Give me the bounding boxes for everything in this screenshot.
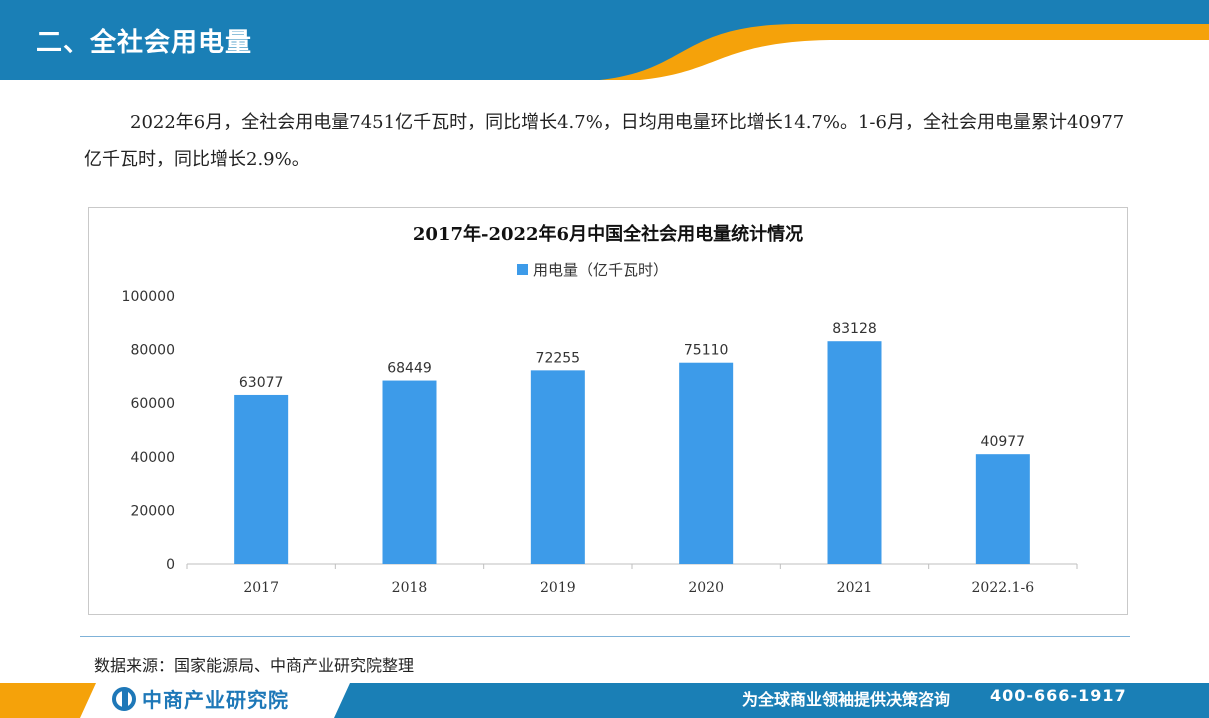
bar-chart-plot: 0 20000 40000 60000 80000 100000 63077 2017 6844…	[122, 289, 1078, 596]
bar	[234, 394, 289, 564]
y-tick-label: 40000	[130, 450, 175, 466]
data-label: 68449	[387, 361, 432, 377]
page-title: 二、全社会用电量	[36, 28, 253, 58]
data-label: 83128	[832, 321, 877, 337]
bar	[679, 362, 734, 564]
bar	[382, 380, 437, 564]
bar	[827, 341, 882, 564]
header-banner: 二、全社会用电量	[0, 0, 1209, 80]
header-background	[0, 0, 1209, 80]
logo-icon	[112, 686, 136, 711]
bar	[530, 370, 585, 564]
intro-paragraph: 2022年6月，全社会用电量7451亿千瓦时，同比增长4.7%，日均用电量环比增…	[84, 112, 1125, 170]
footer-phone: 400-666-1917	[990, 686, 1127, 705]
y-tick-label: 20000	[130, 503, 175, 519]
data-label: 63077	[239, 375, 284, 391]
legend-label: 用电量（亿千瓦时）	[533, 261, 669, 279]
logo-text: 中商产业研究院	[142, 688, 289, 712]
y-tick-label: 0	[166, 557, 175, 573]
data-label: 75110	[684, 343, 729, 359]
data-label: 40977	[981, 434, 1026, 450]
x-tick-label: 2021	[837, 580, 873, 596]
company-logo: 中商产业研究院	[112, 684, 289, 713]
y-tick-label: 80000	[130, 343, 175, 359]
x-tick-label: 2018	[392, 580, 428, 596]
chart-title: 2017年-2022年6月中国全社会用电量统计情况	[412, 224, 804, 245]
footer-bar	[0, 683, 1209, 718]
footer-slogan: 为全球商业领袖提供决策咨询	[742, 690, 951, 709]
x-tick-label: 2017	[243, 580, 279, 596]
chart-container: 2017年-2022年6月中国全社会用电量统计情况 用电量（亿千瓦时） 0 200…	[88, 207, 1128, 615]
bar	[975, 454, 1030, 564]
y-tick-label: 100000	[122, 289, 175, 305]
divider-line	[80, 636, 1130, 637]
legend-swatch	[517, 264, 528, 275]
data-label: 72255	[536, 350, 581, 366]
x-tick-label: 2019	[540, 580, 576, 596]
chart-legend: 用电量（亿千瓦时）	[517, 259, 668, 280]
y-tick-label: 60000	[130, 396, 175, 412]
footer-background	[0, 683, 1209, 718]
data-source-note: 数据来源：国家能源局、中商产业研究院整理	[94, 656, 415, 675]
x-tick-label: 2020	[688, 580, 724, 596]
x-tick-label: 2022.1-6	[972, 580, 1035, 596]
